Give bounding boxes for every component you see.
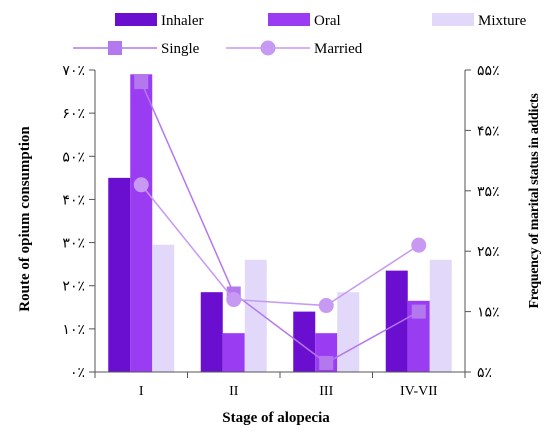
marker-single-i (134, 75, 149, 90)
y-tick-label: ٣٠٪ (62, 237, 85, 252)
marker-single-iii (319, 355, 334, 370)
y-tick-label: ١٠٪ (62, 323, 85, 338)
y2-tick-label: ۵٪ (477, 366, 492, 381)
y-tick-label: ۵٠٪ (62, 150, 85, 165)
y-tick-label: ٧٠٪ (62, 64, 85, 79)
y2-tick-label: ۳۵٪ (477, 185, 500, 200)
bar-inhaler-ii (200, 292, 223, 372)
bar-mixture-ii (244, 259, 267, 372)
marker-married-iii (318, 298, 334, 314)
legend-label-oral: Oral (314, 13, 341, 29)
y-tick-label: ۶٠٪ (62, 107, 85, 122)
marker-single-iv-vii (411, 304, 426, 319)
y-tick-label: ٠٪ (70, 366, 85, 381)
bar-oral-iv-vii (407, 300, 430, 372)
marker-married-ii (226, 292, 242, 308)
legend-marker-single (108, 41, 122, 55)
legend-marker-married (260, 40, 276, 56)
line-single (140, 81, 420, 364)
x-axis-title: Stage of alopecia (222, 410, 330, 426)
legend-label-inhaler: Inhaler (161, 13, 203, 29)
legend-swatch-inhaler (115, 13, 157, 26)
legend-label-single: Single (161, 41, 200, 57)
legend-swatch-oral (268, 13, 310, 26)
marker-married-i (133, 177, 149, 193)
y2-tick-label: ۱۵٪ (477, 306, 500, 321)
line-married (140, 184, 420, 307)
axes: ٠٪ ١٠٪ ٢٠٪ ٣٠٪ ۴٠٪ ۵٠٪ ۶٠٪ ٧٠٪ ۵٪ ۱۵٪ ۲۵٪ ۳۵٪ ۴۵٪ ۵۵٪… (62, 64, 499, 399)
line-layer (133, 75, 427, 370)
bar-inhaler-iii (293, 311, 316, 372)
bar-layer (108, 74, 452, 373)
x-tick-label: II (229, 384, 239, 399)
bar-mixture-iii (337, 292, 360, 372)
y2-tick-label: ۴۵٪ (477, 124, 500, 139)
legend-swatch-mixture (432, 13, 474, 26)
legend-label-married: Married (314, 41, 363, 57)
x-tick-label: I (139, 384, 144, 399)
bar-oral-i (130, 74, 153, 373)
y2-tick-label: ۵۵٪ (477, 64, 500, 79)
legend: Inhaler Oral Mixture Single Married (73, 13, 527, 57)
marker-married-iv-vii (411, 237, 427, 253)
bar-inhaler-i (108, 177, 131, 372)
bar-inhaler-iv-vii (385, 270, 408, 372)
y2-axis-title: Frequency of marital status in addicts (527, 93, 542, 309)
x-tick-label: III (319, 384, 333, 399)
y-tick-label: ۴٠٪ (62, 193, 85, 208)
y-axis-title: Route of opium consumption (17, 126, 33, 312)
x-tick-label: IV-VII (400, 384, 438, 399)
y-tick-label: ٢٠٪ (62, 280, 85, 295)
bar-oral-ii (222, 333, 245, 372)
bar-mixture-iv-vii (429, 259, 452, 372)
bar-mixture-i (152, 244, 175, 372)
y2-tick-label: ۲۵٪ (477, 245, 500, 260)
legend-label-mixture: Mixture (478, 13, 527, 29)
